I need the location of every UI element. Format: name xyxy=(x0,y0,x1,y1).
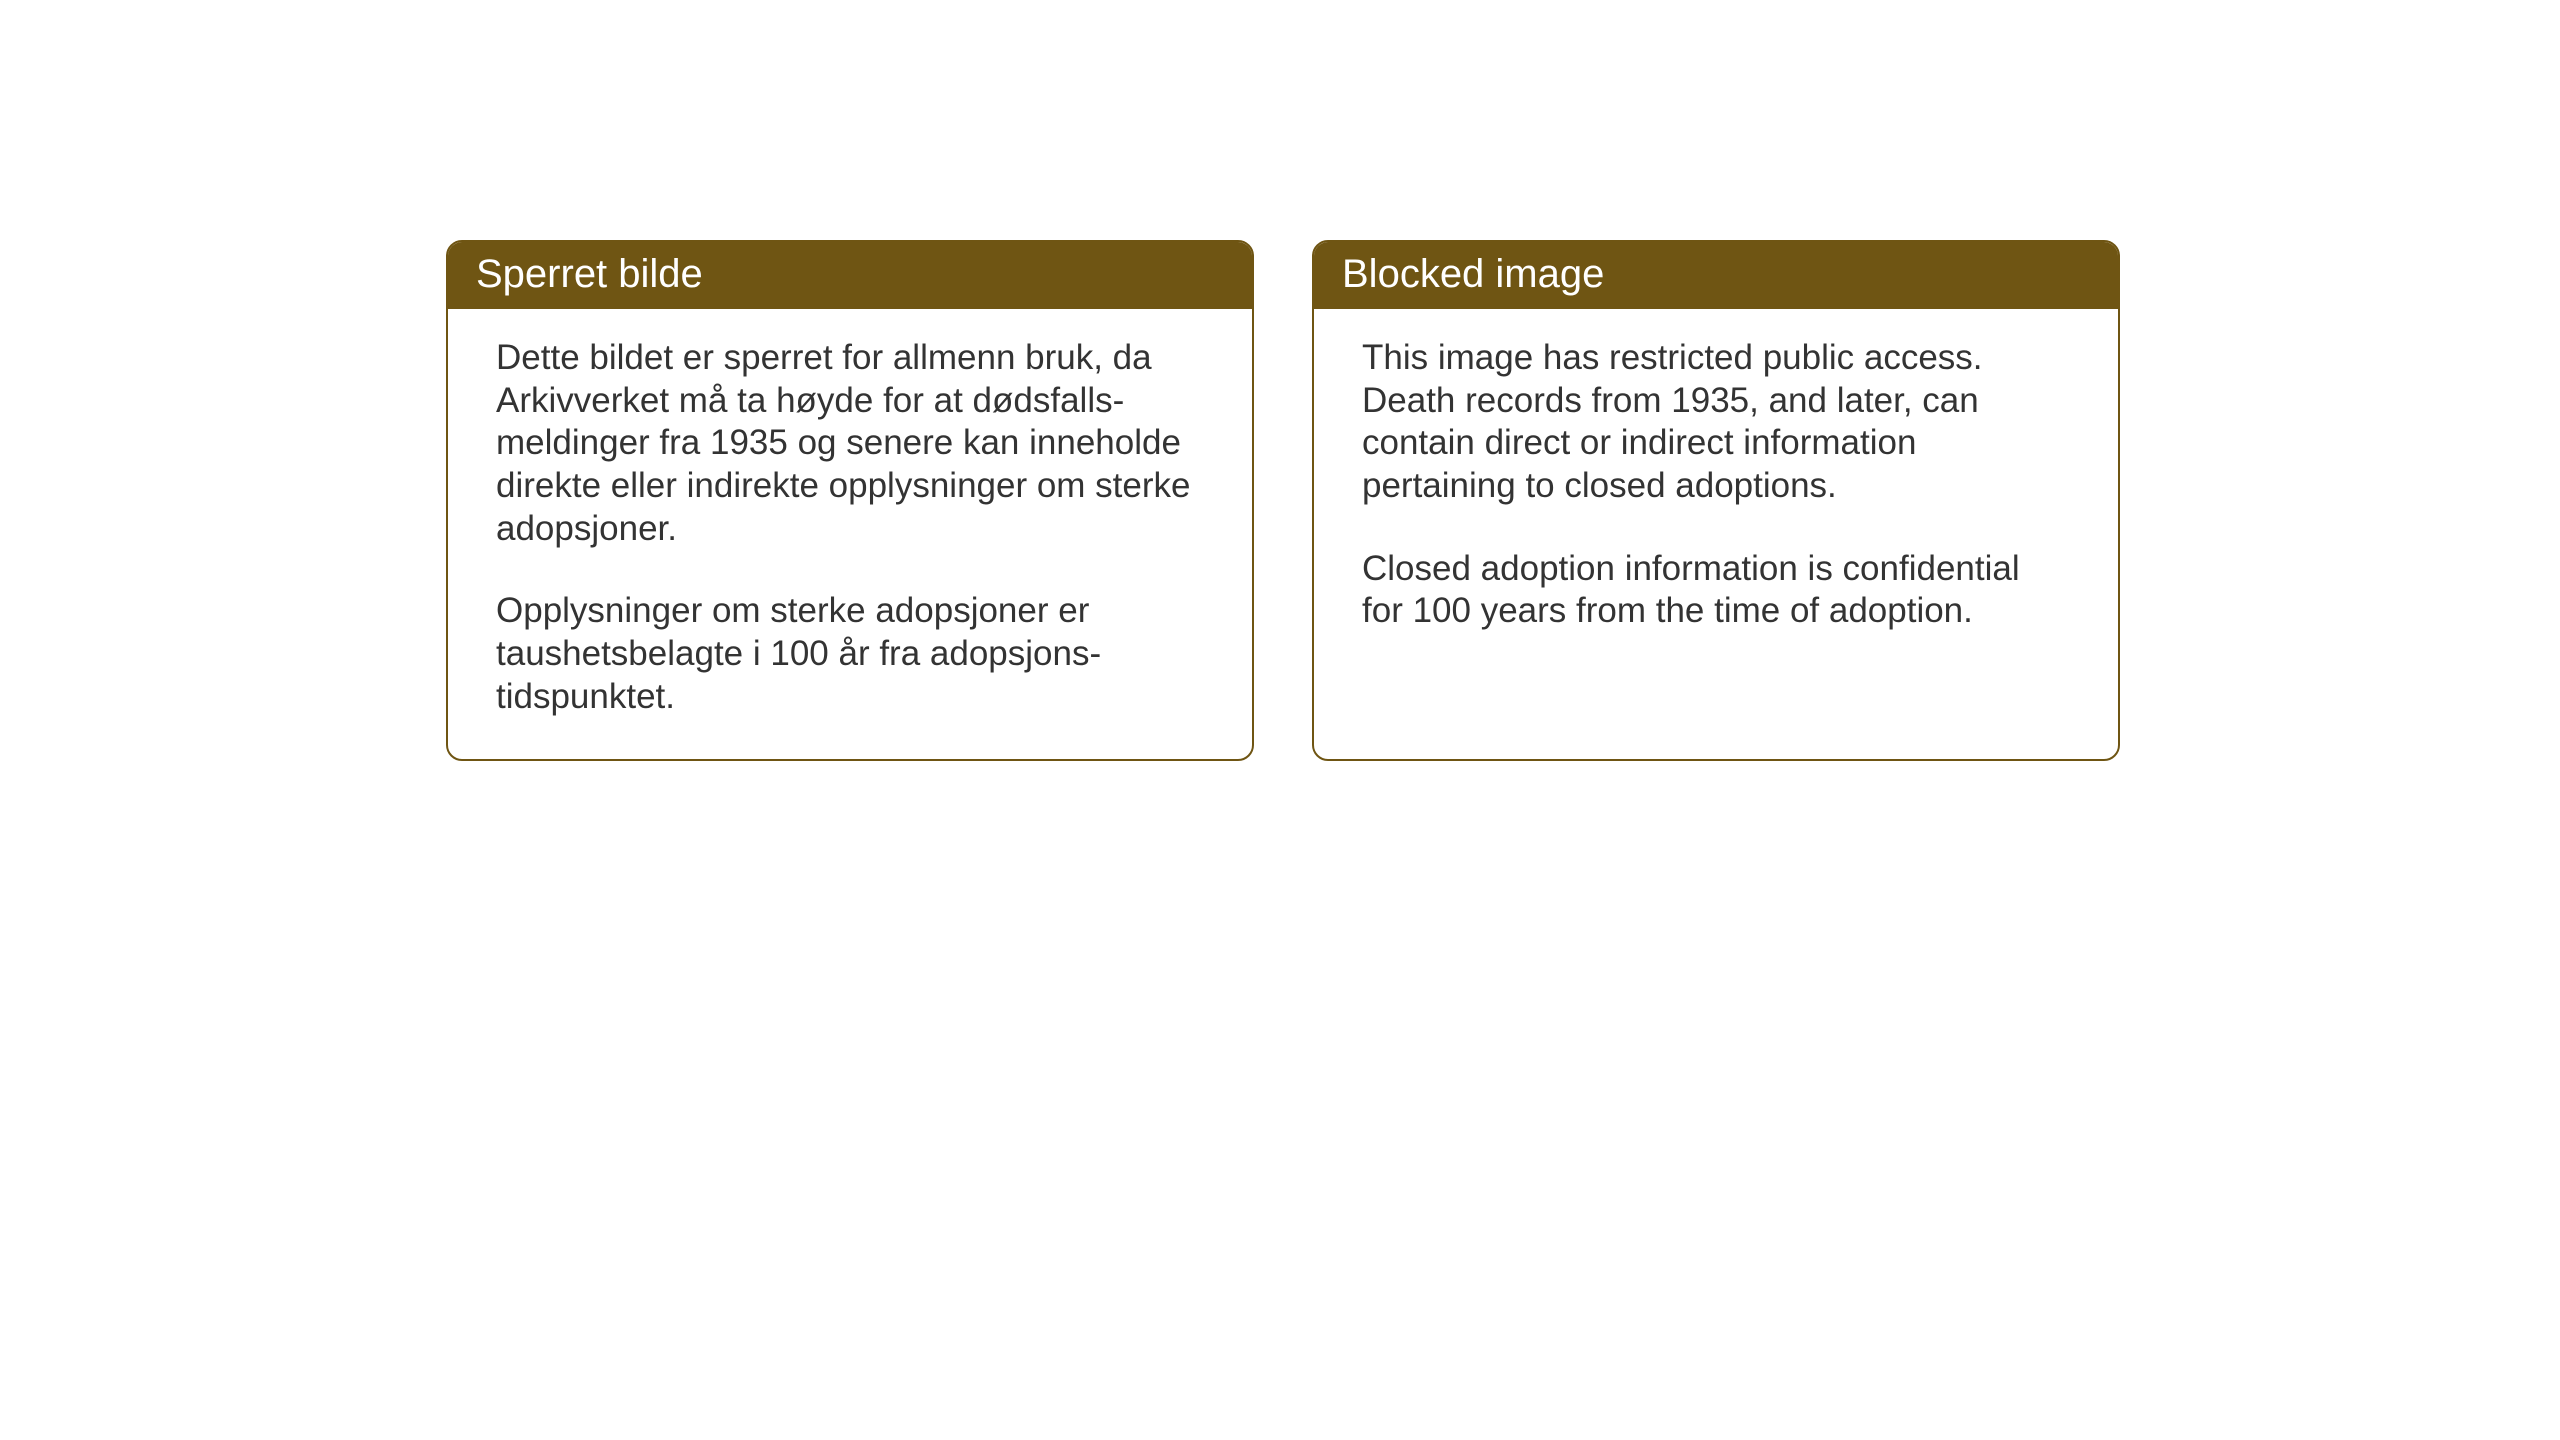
card-title-norwegian: Sperret bilde xyxy=(476,252,703,296)
card-paragraph-english-1: This image has restricted public access.… xyxy=(1362,337,2070,508)
card-paragraph-english-2: Closed adoption information is confident… xyxy=(1362,548,2070,633)
card-header-norwegian: Sperret bilde xyxy=(448,242,1252,309)
card-body-english: This image has restricted public access.… xyxy=(1314,309,2118,749)
card-paragraph-norwegian-1: Dette bildet er sperret for allmenn bruk… xyxy=(496,337,1204,550)
card-title-english: Blocked image xyxy=(1342,252,1604,296)
notice-card-norwegian: Sperret bilde Dette bildet er sperret fo… xyxy=(446,240,1254,761)
notice-cards-container: Sperret bilde Dette bildet er sperret fo… xyxy=(446,240,2120,761)
card-paragraph-norwegian-2: Opplysninger om sterke adopsjoner er tau… xyxy=(496,590,1204,718)
card-header-english: Blocked image xyxy=(1314,242,2118,309)
notice-card-english: Blocked image This image has restricted … xyxy=(1312,240,2120,761)
card-body-norwegian: Dette bildet er sperret for allmenn bruk… xyxy=(448,309,1252,759)
